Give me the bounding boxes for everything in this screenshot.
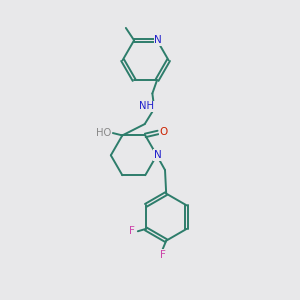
Text: N: N <box>154 35 162 45</box>
Text: N: N <box>154 150 162 160</box>
Text: O: O <box>160 128 168 137</box>
Text: NH: NH <box>139 101 154 111</box>
Text: HO: HO <box>96 128 112 138</box>
Text: F: F <box>129 226 135 236</box>
Text: F: F <box>160 250 166 260</box>
